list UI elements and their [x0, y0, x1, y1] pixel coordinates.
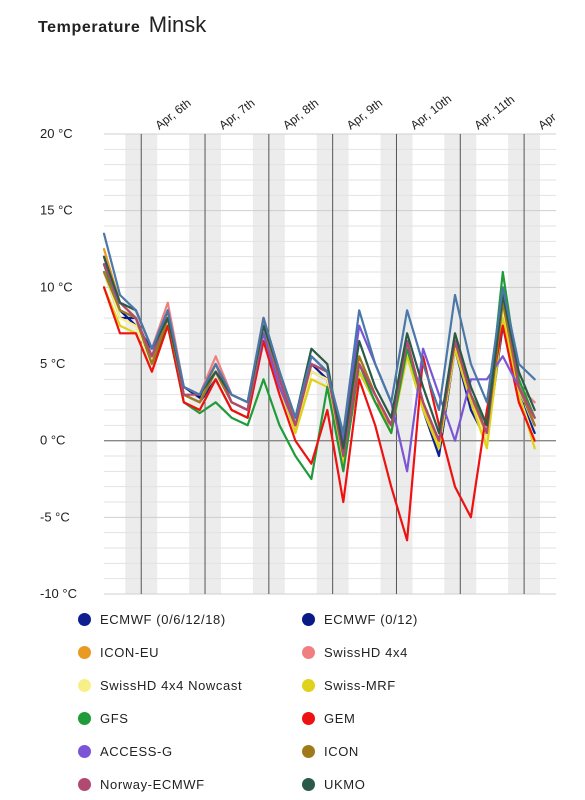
x-tick-label: Apr, 10th — [408, 92, 454, 133]
series-line-12 — [102, 232, 536, 435]
x-tick-label: Apr, 9th — [344, 96, 385, 133]
y-tick-label: 10 °C — [40, 279, 73, 294]
x-tick-label: Apr, 6th — [152, 96, 193, 133]
y-tick-label: -5 °C — [40, 509, 70, 524]
chart-title-city: Minsk — [148, 12, 207, 37]
legend-swatch — [78, 745, 91, 758]
y-tick-label: 5 °C — [40, 356, 65, 371]
legend-item[interactable]: UKMO — [302, 777, 365, 792]
x-tick-label: Apr, 8th — [280, 96, 321, 133]
x-tick-label: Apr, 7th — [216, 96, 257, 133]
legend-swatch — [78, 778, 91, 791]
legend-label: Norway-ECMWF — [100, 777, 205, 792]
y-tick-label: 20 °C — [40, 126, 73, 141]
y-tick-label: -10 °C — [40, 586, 77, 601]
x-tick-label: Apr, 11th — [472, 92, 518, 132]
x-tick-labels: Apr, 6th Apr, 7th Apr, 8th Apr, 9th Apr, 10t… — [152, 92, 581, 133]
temperature-chart: Apr, 6th Apr, 7th Apr, 8th Apr, 9th Apr, 10t… — [40, 92, 581, 601]
legend-label: ACCESS-G — [100, 744, 173, 759]
legend-label: ICON — [324, 744, 359, 759]
legend-swatch — [302, 646, 315, 659]
legend-label: GFS — [100, 711, 129, 726]
legend-swatch — [302, 613, 315, 626]
legend-label: SwissHD 4x4 — [324, 645, 408, 660]
legend-swatch — [78, 646, 91, 659]
legend-item[interactable]: GFS — [78, 711, 129, 726]
legend-item[interactable]: ECMWF (0/6/12/18) — [78, 612, 226, 627]
legend-swatch — [302, 712, 315, 725]
legend-label: ECMWF (0/12) — [324, 612, 418, 627]
legend-label: SwissHD 4x4 Nowcast — [100, 678, 243, 693]
chart-title-main: Temperature — [38, 19, 141, 36]
legend-item[interactable]: ECMWF (0/12) — [302, 612, 418, 627]
legend-item[interactable]: SwissHD 4x4 — [302, 645, 408, 660]
y-tick-label: 15 °C — [40, 203, 73, 218]
legend-item[interactable]: ICON — [302, 744, 359, 759]
legend-swatch — [302, 745, 315, 758]
legend-label: Swiss-MRF — [324, 678, 396, 693]
legend-label: ICON-EU — [100, 645, 160, 660]
legend-swatch — [78, 712, 91, 725]
legend-item[interactable]: Norway-ECMWF — [78, 777, 205, 792]
legend-swatch — [302, 778, 315, 791]
legend-swatch — [78, 679, 91, 692]
legend-item[interactable]: ACCESS-G — [78, 744, 173, 759]
chart-title: Temperature Minsk — [38, 12, 206, 38]
legend-item[interactable]: Swiss-MRF — [302, 678, 396, 693]
series-line-7 — [102, 286, 536, 542]
x-tick-label: Apr, 12th — [535, 92, 581, 133]
legend-label: ECMWF (0/6/12/18) — [100, 612, 226, 627]
legend-label: UKMO — [324, 777, 366, 792]
legend-label: GEM — [324, 711, 356, 726]
legend-swatch — [302, 679, 315, 692]
legend-item[interactable]: ICON-EU — [78, 645, 159, 660]
legend-swatch — [78, 613, 91, 626]
legend-item[interactable]: GEM — [302, 711, 355, 726]
y-tick-label: 0 °C — [40, 433, 65, 448]
legend-item[interactable]: SwissHD 4x4 Nowcast — [78, 678, 242, 693]
